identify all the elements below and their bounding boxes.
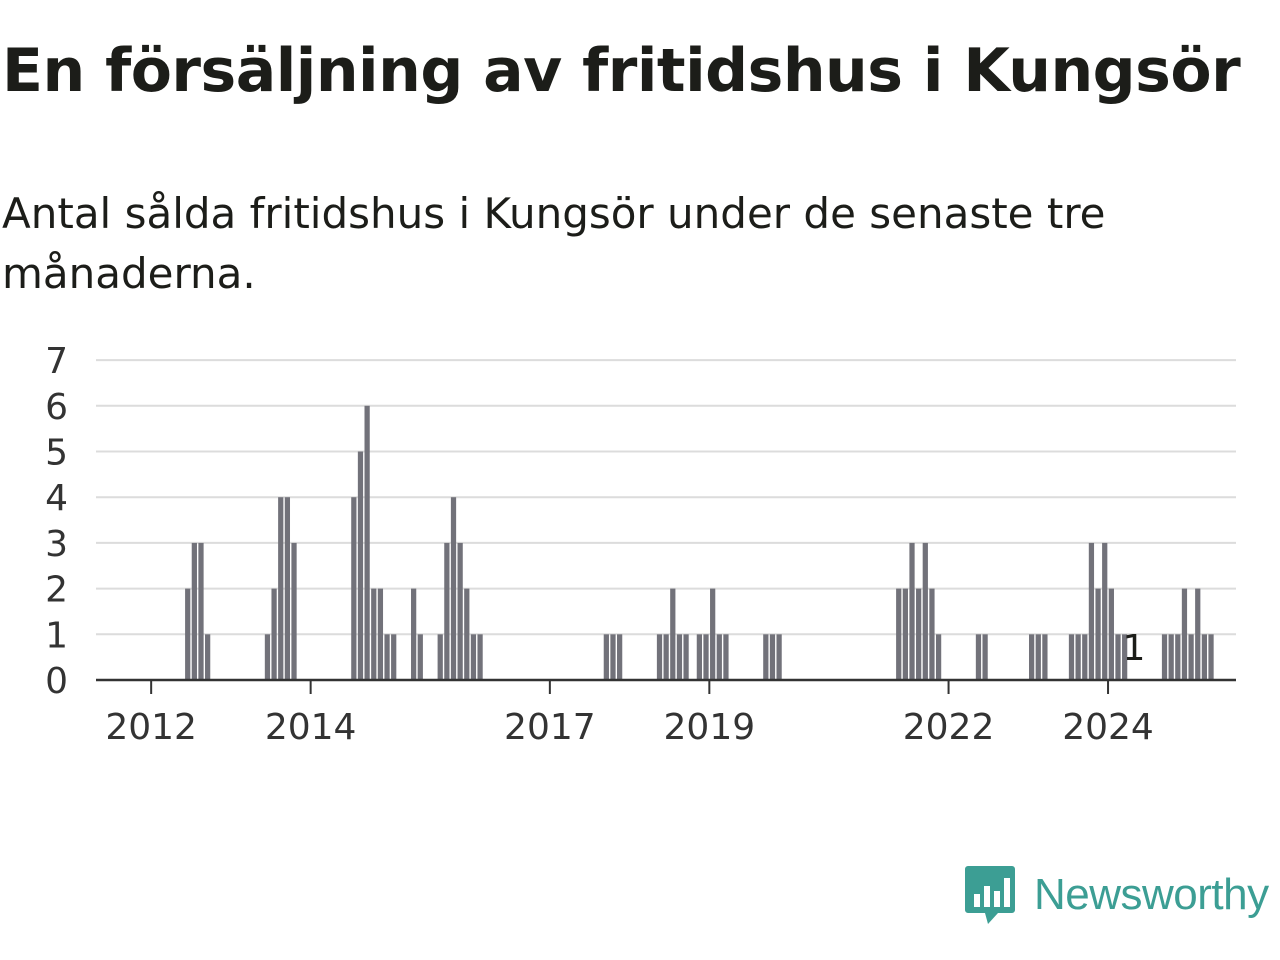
bar [264,634,271,680]
bar [1201,634,1208,680]
bar [351,497,357,680]
y-axis-ticks: 0 12 3 45 6 7 [45,341,68,702]
bar [364,405,370,680]
bar [723,634,729,680]
bar [922,542,928,680]
bar [377,588,384,680]
chart-title: En försäljning av fritidshus i Kungsör [2,36,1241,106]
bar [470,634,477,680]
bar [896,588,902,680]
bar [1102,542,1108,680]
bar [769,634,776,680]
bar [676,634,683,680]
bar [1122,634,1128,680]
newsworthy-wordmark: Newsworthy [1034,870,1269,919]
bar [1175,634,1181,680]
bar [1115,634,1121,680]
y-tick-label: 4 [45,478,68,519]
data-label: 1 [1122,628,1145,669]
y-tick-label: 6 [45,387,68,428]
bar [1088,542,1095,680]
bar [696,634,702,680]
bar [205,634,211,680]
data-labels: 1 [1122,628,1145,669]
newsworthy-chart-bubble-icon [965,866,1015,924]
bar [1042,634,1048,680]
x-tick-label: 2014 [265,707,357,748]
bar [982,634,988,680]
bar [1161,634,1168,680]
bar [477,634,483,680]
x-tick-label: 2024 [1062,707,1154,748]
bar [683,634,689,680]
bar [411,588,417,680]
y-tick-label: 0 [45,661,68,702]
bar [185,588,191,680]
bar [278,497,284,680]
bar [935,634,942,680]
y-tick-label: 1 [45,615,68,656]
x-axis-ticks: 2012 2014 2017 2019 2022 2024 [105,680,1154,748]
bar [703,634,709,680]
bar [916,588,922,680]
bar [670,588,676,680]
x-tick-label: 2017 [504,707,596,748]
gridlines [96,359,1236,636]
bar [617,634,623,680]
bar [1208,634,1214,680]
y-tick-label: 7 [45,341,68,382]
bar [763,634,769,680]
bar [1029,634,1035,680]
bar [1075,634,1081,680]
bar [191,542,197,680]
x-tick-label: 2019 [664,707,756,748]
bar [1195,588,1201,680]
bars [185,405,1214,680]
bar [384,634,390,680]
bar [450,497,457,680]
bar [1181,588,1188,680]
bar [776,634,782,680]
bar [663,634,669,680]
bar [909,542,915,680]
bar [929,588,935,680]
bar [371,588,377,680]
bar [391,634,397,680]
bar [284,497,291,680]
bar [610,634,616,680]
x-tick-label: 2022 [903,707,995,748]
bar [271,588,277,680]
bar [198,542,204,680]
bar [457,542,463,680]
bar [291,542,297,680]
bar [437,634,443,680]
chart-subtitle: Antal sålda fritidshus i Kungsör under d… [2,189,1106,298]
y-tick-label: 3 [45,524,68,565]
bar [1068,634,1075,680]
bar [656,634,663,680]
bar [710,588,716,680]
newsworthy-logo: Newsworthy [964,864,1269,926]
bar [417,634,423,680]
bar [975,634,982,680]
bar [464,588,470,680]
bar [1188,634,1194,680]
bar [1082,634,1088,680]
bar [603,634,609,680]
y-tick-label: 2 [45,570,68,611]
bar [716,634,722,680]
y-tick-label: 5 [45,433,68,474]
bar [1108,588,1114,680]
bar [902,588,908,680]
bar [1168,634,1174,680]
bar [357,451,364,680]
bar [1035,634,1041,680]
bar [1095,588,1101,680]
x-tick-label: 2012 [105,707,197,748]
bar [444,542,450,680]
